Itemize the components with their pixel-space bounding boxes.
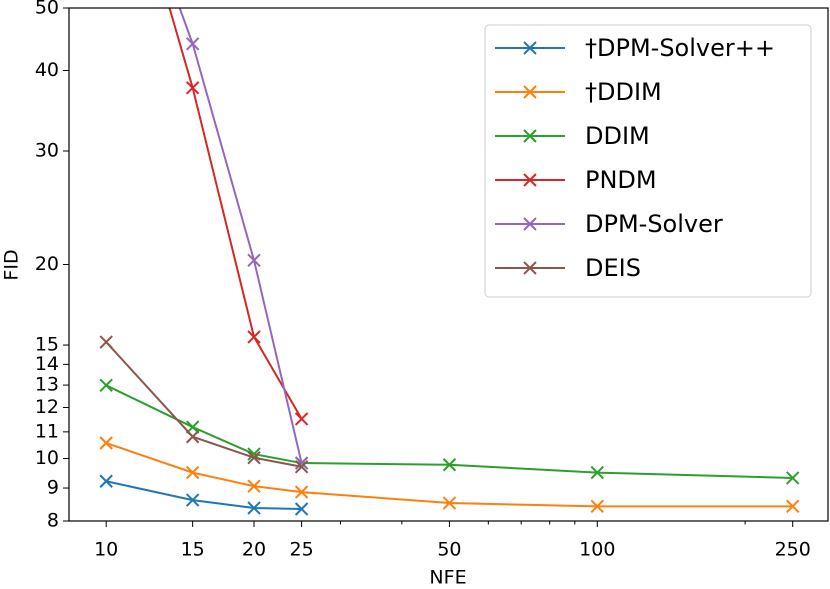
- x-tick-label: 10: [94, 539, 118, 561]
- y-tick-label: 12: [35, 396, 59, 418]
- x-tick-label: 100: [579, 539, 615, 561]
- y-tick-label: 15: [35, 334, 59, 356]
- y-tick-label: 50: [35, 0, 59, 19]
- y-axis-label: FID: [1, 249, 23, 280]
- marker: [247, 253, 261, 268]
- marker: [247, 479, 261, 493]
- legend: †DPM-Solver++ †DDIM DDIM PNDM DPM-Solver DEIS: [484, 24, 812, 298]
- legend-frame: [484, 24, 812, 298]
- marker: [785, 499, 800, 514]
- marker: [590, 465, 604, 480]
- marker: [523, 217, 537, 231]
- marker: [523, 173, 537, 187]
- y-tick-label: 11: [35, 420, 59, 442]
- x-tick-label: 50: [437, 539, 461, 561]
- y-tick-label: 13: [35, 374, 59, 396]
- y-tick-label: 8: [47, 510, 59, 532]
- marker: [185, 430, 200, 444]
- marker: [294, 456, 309, 470]
- series-line: [168, 8, 303, 420]
- legend-label: †DDIM: [585, 78, 662, 106]
- marker: [247, 450, 261, 465]
- marker: [99, 436, 113, 450]
- x-tick-label: 250: [775, 539, 811, 561]
- marker: [185, 493, 200, 507]
- marker: [785, 471, 800, 485]
- legend-label: DDIM: [585, 122, 650, 150]
- marker: [523, 85, 537, 99]
- marker: [523, 41, 537, 55]
- marker: [99, 378, 113, 393]
- x-tick-label: 25: [290, 539, 314, 561]
- legend-label: PNDM: [585, 166, 657, 194]
- marker: [523, 261, 537, 275]
- marker: [294, 502, 309, 516]
- marker: [99, 335, 113, 349]
- y-tick-label: 20: [35, 253, 59, 275]
- y-tick-label: 14: [35, 353, 59, 375]
- x-axis-label: NFE: [429, 567, 466, 589]
- y-tick-label: 40: [35, 59, 59, 81]
- marker: [247, 501, 261, 515]
- marker: [185, 81, 200, 95]
- legend-label: DEIS: [585, 254, 641, 282]
- y-tick-label: 30: [35, 139, 59, 161]
- marker: [247, 330, 261, 344]
- marker: [523, 129, 537, 143]
- legend-label: †DPM-Solver++: [585, 34, 775, 62]
- series-line: [178, 8, 303, 464]
- y-tick-label: 9: [47, 477, 59, 499]
- marker: [590, 499, 604, 514]
- series-line: [105, 341, 302, 468]
- marker: [294, 485, 309, 499]
- marker: [294, 412, 309, 426]
- series-line: [105, 480, 302, 511]
- marker: [185, 465, 200, 480]
- marker: [99, 474, 113, 488]
- legend-label: DPM-Solver: [585, 210, 723, 238]
- marker: [294, 460, 309, 474]
- marker: [442, 496, 457, 510]
- marker: [442, 458, 457, 472]
- x-tick-label: 15: [181, 539, 205, 561]
- x-tick-label: 20: [242, 539, 266, 561]
- y-tick-label: 10: [35, 447, 59, 469]
- marker: [185, 37, 200, 51]
